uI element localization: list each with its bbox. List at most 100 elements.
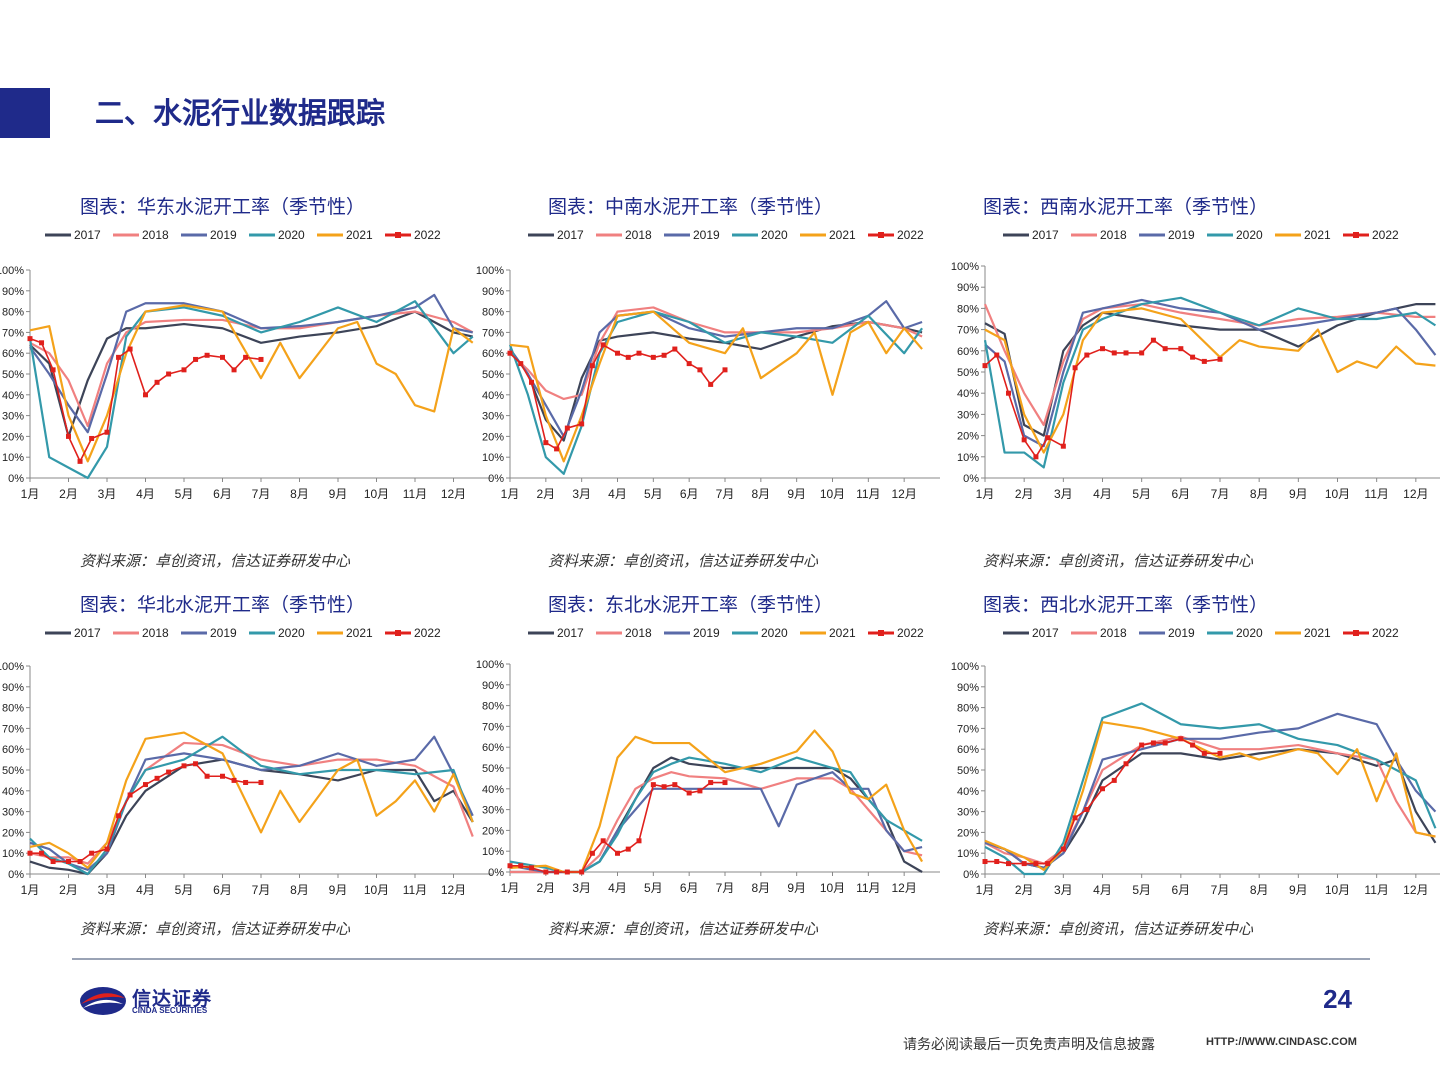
y-tick-label: 40%: [957, 388, 979, 400]
data-point-2022: [220, 773, 225, 779]
website-link[interactable]: HTTP://WWW.CINDASC.COM: [1206, 1036, 1357, 1048]
legend-label: 2017: [74, 626, 101, 640]
series-line-2018: [509, 306, 923, 401]
chart-title: 图表：华北水泥开工率（季节性）: [80, 594, 366, 616]
x-tick-label: 1月: [976, 883, 995, 897]
data-point-2022: [600, 838, 606, 844]
legend-label: 2022: [897, 228, 924, 242]
y-tick-label: 20%: [2, 827, 24, 839]
chart-title: 图表：东北水泥开工率（季节性）: [548, 594, 834, 616]
legend-item-2021: 2021: [800, 228, 856, 242]
data-point-2022: [1111, 350, 1117, 356]
legend-item-2017: 2017: [528, 626, 584, 640]
y-tick-label: 50%: [2, 765, 24, 777]
x-tick-label: 8月: [1250, 487, 1269, 501]
x-tick-label: 10月: [1325, 487, 1350, 501]
x-tick-label: 5月: [1132, 883, 1151, 897]
legend-label: 2019: [693, 626, 720, 640]
data-point-2022: [722, 780, 728, 786]
x-tick-label: 6月: [1171, 487, 1190, 501]
legend-item-2020: 2020: [249, 626, 305, 640]
data-point-2022: [529, 379, 534, 385]
series-line-2017: [29, 310, 473, 438]
data-point-2022: [50, 859, 56, 865]
legend-label: 2022: [414, 626, 441, 640]
x-tick-label: 3月: [98, 883, 117, 897]
legend-label: 2021: [829, 228, 856, 242]
data-point-2022: [697, 788, 703, 794]
data-point-2022: [686, 361, 692, 367]
x-tick-label: 7月: [1211, 883, 1230, 897]
legend-label: 2022: [1372, 228, 1399, 242]
chart-source: 资料来源：卓创资讯，信达证券研发中心: [983, 552, 1254, 570]
y-tick-label: 30%: [2, 411, 24, 423]
chart-title: 图表：中南水泥开工率（季节性）: [548, 196, 834, 218]
y-tick-label: 100%: [951, 661, 979, 673]
data-point-2022: [661, 352, 667, 358]
x-tick-label: 11月: [856, 881, 880, 895]
legend-item-2020: 2020: [1207, 228, 1263, 242]
data-point-2022: [518, 361, 524, 367]
logo-text-en: CINDA SECURITIES: [132, 1006, 208, 1015]
data-point-2022: [127, 792, 133, 798]
chart-svg: 2017 2018 2019 2020 2021 2022 0% 10% 20% 30% 40% 50…: [951, 626, 1440, 897]
data-point-2022: [1190, 742, 1196, 748]
y-tick-label: 0%: [963, 869, 979, 881]
y-tick-label: 50%: [957, 765, 979, 777]
legend-item-2019: 2019: [181, 626, 237, 640]
y-tick-label: 40%: [2, 786, 24, 798]
legend-item-2018: 2018: [1071, 626, 1127, 640]
data-point-2022: [1190, 354, 1196, 360]
series-line-2021: [984, 721, 1436, 871]
data-point-2022: [231, 777, 237, 783]
x-tick-label: 2月: [59, 883, 78, 897]
y-tick-label: 50%: [2, 369, 24, 381]
x-tick-label: 9月: [1289, 487, 1308, 501]
legend-label: 2017: [1032, 228, 1059, 242]
x-tick-label: 12月: [891, 487, 916, 501]
logo-text-cn: 信达证券: [132, 988, 213, 1010]
data-point-2022: [672, 782, 678, 788]
x-tick-label: 3月: [572, 881, 591, 895]
x-tick-label: 5月: [644, 881, 663, 895]
data-point-2022: [686, 790, 692, 796]
legend-label: 2022: [897, 626, 924, 640]
data-point-2022: [89, 850, 95, 856]
y-tick-label: 80%: [482, 701, 504, 713]
legend-label: 2022: [414, 228, 441, 242]
legend-item-2018: 2018: [596, 626, 652, 640]
series-line-2021: [29, 304, 474, 463]
chart-panel-3: 图表：西南水泥开工率（季节性） 资料来源：卓创资讯，信达证券研发中心 2017 201…: [951, 192, 1440, 572]
data-point-2022: [1045, 861, 1051, 867]
data-point-2022: [1021, 437, 1027, 443]
data-point-2022: [181, 367, 187, 373]
x-tick-label: 11月: [403, 487, 427, 501]
series-line-2020: [28, 300, 474, 480]
y-tick-label: 20%: [482, 825, 504, 837]
y-tick-label: 30%: [957, 807, 979, 819]
y-tick-label: 80%: [957, 303, 979, 315]
legend-label: 2021: [1304, 626, 1331, 640]
data-point-2022: [650, 354, 656, 360]
data-point-2022: [636, 838, 642, 844]
x-tick-label: 9月: [787, 487, 806, 501]
x-tick-label: 10月: [364, 883, 389, 897]
data-point-2022: [650, 782, 656, 788]
data-point-2022: [231, 367, 237, 373]
legend-item-2020: 2020: [249, 228, 305, 242]
x-tick-label: 5月: [644, 487, 663, 501]
data-point-2022: [507, 863, 513, 869]
chart-panel-2: 图表：中南水泥开工率（季节性） 资料来源：卓创资讯，信达证券研发中心 2017 201…: [476, 192, 1018, 572]
x-tick-label: 11月: [403, 883, 427, 897]
chart-svg: 2017 2018 2019 2020 2021 2022 0% 10% 20% 30% 40% 50…: [476, 626, 940, 895]
x-tick-label: 11月: [856, 487, 880, 501]
x-tick-label: 7月: [716, 487, 735, 501]
y-tick-label: 100%: [951, 261, 979, 273]
y-tick-label: 30%: [957, 409, 979, 421]
data-point-2022: [982, 859, 988, 865]
data-point-2022: [625, 846, 631, 852]
legend-item-2021: 2021: [1275, 626, 1331, 640]
data-point-2022: [708, 780, 714, 786]
data-point-2022: [615, 850, 620, 856]
x-tick-label: 1月: [501, 881, 520, 895]
